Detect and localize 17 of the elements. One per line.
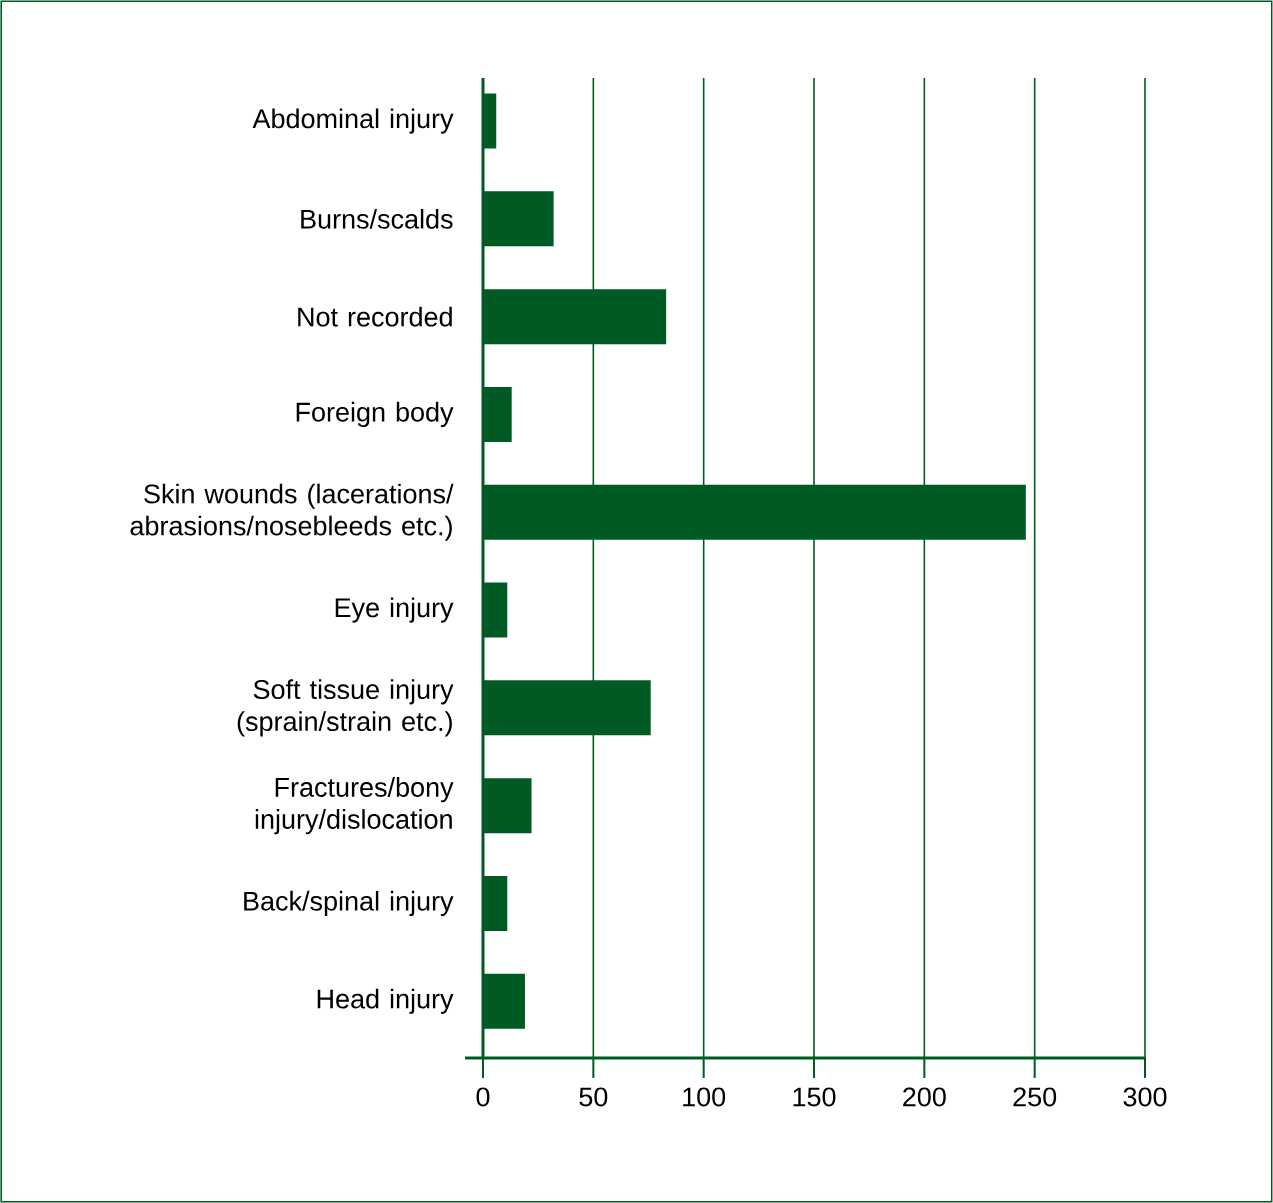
y-tick-label: Burns/scalds [301,208,453,229]
y-tick-label: Foreign body [296,401,454,428]
y-tick-label: Skin wounds (lacerations/ abrasions/nosebleeds etc.) [130,483,454,541]
y-tick-label: Not recorded [298,306,452,327]
y-tick-label: Abdominal injury [252,108,454,134]
y-tick-label: Back/spinal injury [244,890,454,917]
x-tick-label: 0 [476,1087,490,1107]
x-tick-label: 200 [903,1087,946,1107]
y-tick-label: Fractures/bony injury/dislocation [255,777,454,835]
x-tick-label: 50 [579,1087,608,1107]
y-tick-label: Eye injury [335,597,454,623]
x-tick-label: 250 [1013,1087,1057,1107]
x-tick-label: 300 [1123,1087,1167,1107]
y-tick-label: Head injury [317,988,454,1014]
x-tick-label: 100 [683,1087,726,1107]
x-tick-label: 150 [793,1087,836,1107]
y-tick-label: Soft tissue injury (sprain/strain etc.) [237,679,454,737]
